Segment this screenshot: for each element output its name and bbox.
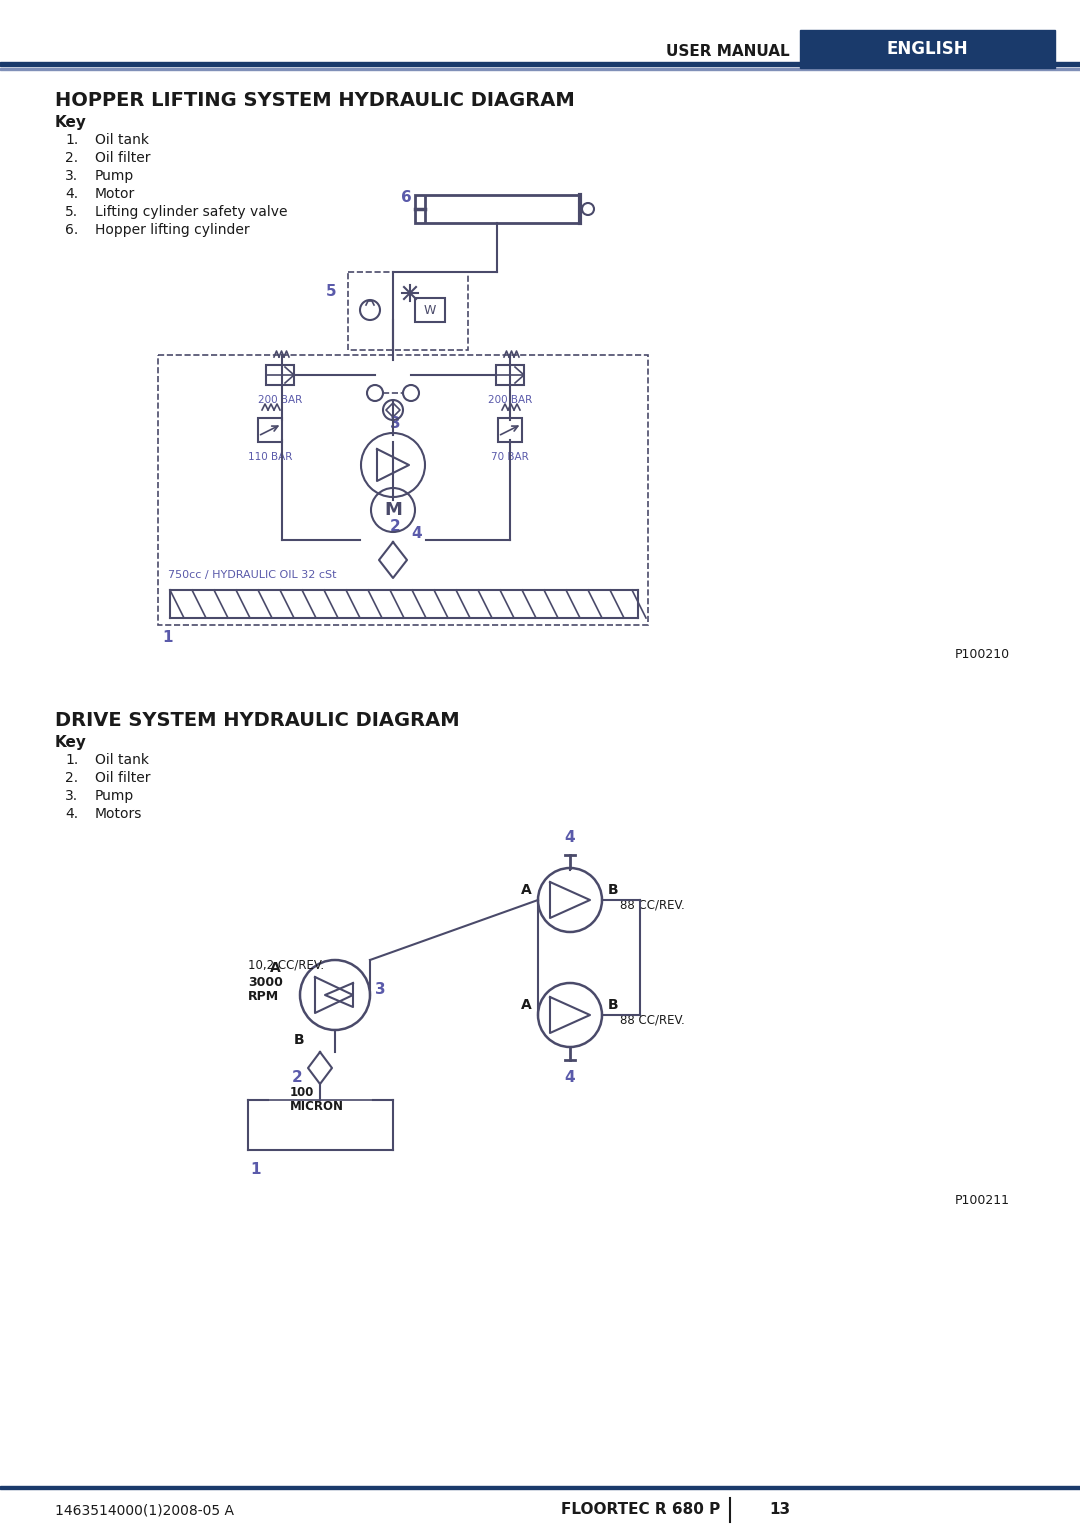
Text: 6.: 6. [65, 223, 78, 237]
Text: Hopper lifting cylinder: Hopper lifting cylinder [95, 223, 249, 237]
Text: 5.: 5. [65, 205, 78, 218]
Text: 3.: 3. [65, 789, 78, 803]
Text: DRIVE SYSTEM HYDRAULIC DIAGRAM: DRIVE SYSTEM HYDRAULIC DIAGRAM [55, 710, 460, 730]
Text: 5: 5 [326, 284, 337, 299]
Text: B: B [608, 883, 619, 896]
Bar [0, 63, 1080, 66]
Text: ENGLISH: ENGLISH [887, 40, 968, 58]
Text: 4: 4 [411, 525, 421, 541]
Text: HOPPER LIFTING SYSTEM HYDRAULIC DIAGRAM: HOPPER LIFTING SYSTEM HYDRAULIC DIAGRAM [55, 90, 575, 110]
Text: Motors: Motors [95, 806, 143, 822]
Text: 100: 100 [291, 1087, 314, 1099]
Text: 1: 1 [162, 631, 173, 646]
Text: 2: 2 [390, 519, 401, 534]
Text: 3.: 3. [65, 169, 78, 183]
Text: 4.: 4. [65, 186, 78, 202]
Text: Oil tank: Oil tank [95, 753, 149, 767]
Text: Motor: Motor [95, 186, 135, 202]
Text: B: B [294, 1032, 305, 1048]
Text: 2: 2 [292, 1070, 302, 1086]
Text: 70 BAR: 70 BAR [491, 452, 529, 463]
Text: Lifting cylinder safety valve: Lifting cylinder safety valve [95, 205, 287, 218]
Text: 13: 13 [769, 1503, 791, 1518]
Text: 6: 6 [402, 191, 411, 206]
Bar [496, 365, 524, 385]
Text: 10,2 CC/REV.: 10,2 CC/REV. [248, 959, 324, 971]
Bar [0, 1486, 1080, 1489]
Bar [266, 365, 294, 385]
Bar [158, 354, 648, 625]
Bar [800, 31, 1055, 69]
Text: 3000: 3000 [248, 976, 283, 988]
Bar [248, 1099, 393, 1150]
Text: 1: 1 [251, 1162, 261, 1177]
Text: 4: 4 [565, 831, 576, 846]
Bar [248, 1099, 393, 1150]
Text: 1.: 1. [65, 753, 78, 767]
Text: FLOORTEC R 680 P: FLOORTEC R 680 P [561, 1503, 720, 1518]
Text: 1463514000(1)2008-05 A: 1463514000(1)2008-05 A [55, 1503, 234, 1516]
Text: A: A [522, 999, 532, 1012]
Bar [415, 195, 580, 223]
Text: 3: 3 [390, 415, 401, 431]
Text: 4.: 4. [65, 806, 78, 822]
Text: 88 CC/REV.: 88 CC/REV. [620, 1014, 685, 1026]
Text: 3: 3 [375, 982, 386, 997]
Text: MICRON: MICRON [291, 1099, 345, 1113]
Text: 110 BAR: 110 BAR [247, 452, 293, 463]
Text: 200 BAR: 200 BAR [258, 395, 302, 405]
Text: A: A [522, 883, 532, 896]
Bar [415, 298, 445, 322]
Text: W: W [423, 304, 436, 316]
Bar [0, 69, 1080, 70]
Text: 2.: 2. [65, 151, 78, 165]
Bar [258, 418, 282, 441]
Text: USER MANUAL: USER MANUAL [666, 44, 789, 60]
Text: 88 CC/REV.: 88 CC/REV. [620, 898, 685, 912]
Text: Oil tank: Oil tank [95, 133, 149, 147]
Text: Oil filter: Oil filter [95, 151, 150, 165]
Text: Oil filter: Oil filter [95, 771, 150, 785]
Bar [498, 418, 522, 441]
Text: 4: 4 [565, 1069, 576, 1084]
Text: Pump: Pump [95, 169, 134, 183]
Text: 750cc / HYDRAULIC OIL 32 cSt: 750cc / HYDRAULIC OIL 32 cSt [168, 570, 337, 580]
Text: 200 BAR: 200 BAR [488, 395, 532, 405]
Bar [348, 272, 468, 350]
Text: A: A [270, 960, 281, 976]
Text: RPM: RPM [248, 989, 279, 1003]
Text: M: M [384, 501, 402, 519]
Text: P100211: P100211 [955, 1194, 1010, 1206]
Text: 2.: 2. [65, 771, 78, 785]
Text: P100210: P100210 [955, 649, 1010, 661]
Text: Pump: Pump [95, 789, 134, 803]
Text: Key: Key [55, 734, 86, 750]
Text: B: B [608, 999, 619, 1012]
Text: 1.: 1. [65, 133, 78, 147]
Text: Key: Key [55, 115, 86, 130]
